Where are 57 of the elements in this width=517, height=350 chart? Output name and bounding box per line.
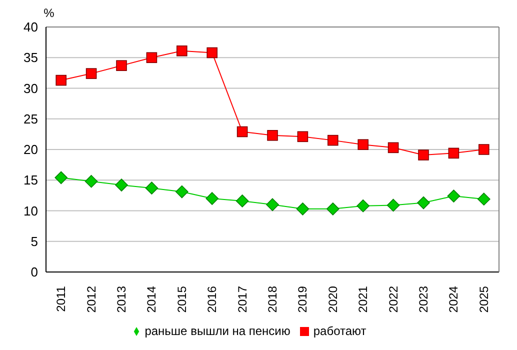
y-tick-label: 0: [30, 264, 38, 280]
y-tick-label: 20: [24, 142, 38, 158]
x-tick-label: 2014: [144, 286, 159, 313]
x-tick-label: 2016: [205, 286, 220, 313]
point: [84, 174, 98, 188]
point: [145, 182, 158, 194]
x-tick-label: 2013: [114, 286, 128, 313]
point: [478, 144, 490, 155]
point: [417, 196, 430, 210]
y-tick-label: 40: [24, 20, 38, 35]
point: [146, 52, 158, 64]
point: [418, 150, 429, 160]
point: [267, 130, 278, 141]
x-tick-label: 2020: [326, 286, 340, 313]
y-axis-title: %: [44, 6, 55, 20]
x-tick-label: 2024: [446, 286, 461, 313]
legend-label: работают: [313, 324, 366, 338]
point: [447, 190, 460, 202]
x-tick-label: 2022: [386, 286, 400, 313]
x-tick-label: 2021: [356, 286, 370, 313]
point: [386, 198, 400, 212]
point: [115, 178, 128, 192]
point: [54, 171, 68, 184]
y-tick-label: 5: [30, 234, 38, 249]
x-tick-label: 2011: [54, 286, 68, 312]
point: [326, 202, 340, 216]
x-tick-label: 2012: [84, 286, 98, 313]
point: [388, 142, 399, 154]
point: [297, 131, 308, 142]
point: [296, 202, 310, 216]
y-tick-label: 30: [24, 80, 38, 96]
point: [176, 185, 188, 198]
point: [176, 45, 188, 56]
point: [56, 74, 66, 86]
point: [236, 126, 248, 138]
x-tick-label: 2018: [266, 286, 280, 313]
point: [206, 47, 218, 58]
point: [478, 192, 490, 206]
x-tick-label: 2017: [235, 286, 250, 313]
point: [358, 139, 368, 150]
x-tick-label: 2023: [416, 286, 430, 313]
point: [116, 60, 127, 71]
x-tick-label: 2019: [296, 286, 310, 313]
y-tick-label: 35: [24, 50, 38, 66]
y-tick-label: 10: [24, 203, 38, 218]
point: [356, 199, 370, 212]
point: [236, 194, 249, 208]
legend-label: раньше вышли на пенсию: [144, 324, 290, 338]
point: [86, 68, 97, 79]
point: [328, 134, 338, 146]
point: [266, 198, 279, 212]
x-tick-label: 2015: [174, 286, 189, 313]
y-tick-label: 25: [24, 111, 38, 126]
x-tick-label: 2025: [476, 286, 491, 313]
point: [448, 148, 460, 159]
point: [206, 192, 218, 205]
y-tick-label: 15: [24, 172, 38, 188]
